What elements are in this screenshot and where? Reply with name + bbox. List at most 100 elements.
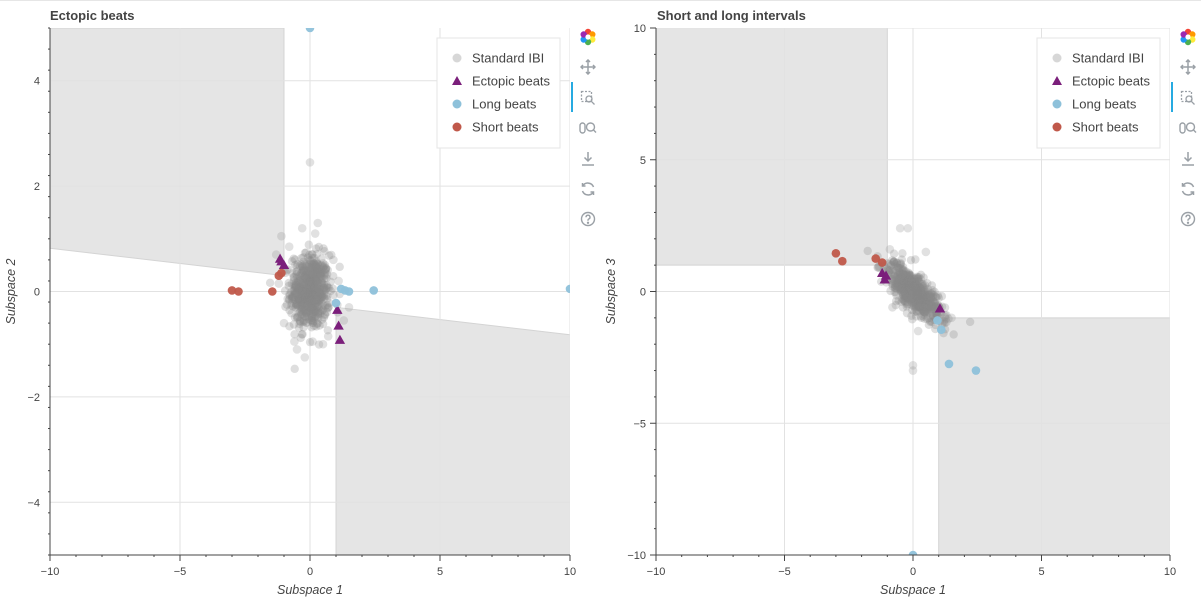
data-point-long-beats[interactable] (369, 286, 379, 295)
data-point-standard-ibi[interactable] (300, 353, 310, 362)
data-point-long-beats[interactable] (971, 366, 981, 375)
chart-legend[interactable]: Standard IBI Ectopic beats Long beats Short… (436, 37, 561, 149)
data-point-standard-ibi[interactable] (308, 337, 317, 346)
data-point-ectopic-beat[interactable] (934, 303, 946, 313)
data-point-long-beats[interactable] (344, 287, 354, 296)
legend-item-standard-ibi[interactable]: Standard IBI (452, 51, 545, 66)
scatter-chart-intervals[interactable]: Short and long intervals −10 −5 0 5 10 −10 −5 0 5… (603, 0, 1201, 606)
data-point-standard-ibi[interactable] (885, 245, 895, 254)
data-point-standard-ibi (315, 286, 325, 295)
data-point-standard-ibi[interactable] (329, 255, 338, 265)
data-point-standard-ibi[interactable] (323, 331, 333, 341)
legend-item-long-beats[interactable]: Long beats (452, 97, 537, 112)
data-point-standard-ibi (317, 288, 326, 297)
data-point-standard-ibi (290, 286, 299, 295)
help-icon[interactable] (577, 208, 599, 230)
data-point-short-beats[interactable] (227, 286, 237, 295)
data-point-standard-ibi (911, 297, 920, 307)
data-point-standard-ibi[interactable] (888, 303, 897, 312)
data-point-standard-ibi[interactable] (305, 158, 315, 167)
data-point-long-beats[interactable] (336, 284, 346, 294)
data-point-standard-ibi (296, 302, 305, 311)
data-point-standard-ibi[interactable] (279, 318, 289, 328)
data-point-standard-ibi (296, 307, 305, 317)
data-point-standard-ibi[interactable] (942, 310, 951, 320)
data-point-standard-ibi (311, 244, 321, 253)
data-point-standard-ibi (896, 284, 906, 293)
data-point-long-beats[interactable] (933, 316, 942, 325)
data-point-standard-ibi[interactable] (903, 223, 913, 233)
data-point-standard-ibi (309, 321, 319, 331)
save-download-icon[interactable] (577, 148, 599, 170)
data-point-standard-ibi (915, 296, 925, 306)
data-point-standard-ibi[interactable] (284, 242, 294, 252)
data-point-standard-ibi (909, 297, 919, 307)
legend-item-ectopic-beats[interactable]: Ectopic beats (452, 74, 551, 89)
data-point-standard-ibi (898, 288, 907, 297)
legend-item-short-beats[interactable]: Short beats (452, 120, 539, 135)
data-point-standard-ibi[interactable] (292, 345, 302, 354)
data-point-standard-ibi[interactable] (297, 223, 307, 233)
data-point-standard-ibi (926, 294, 936, 303)
legend-item-ectopic-beats[interactable]: Ectopic beats (1052, 74, 1151, 89)
data-point-ectopic-beat[interactable] (332, 304, 343, 314)
help-icon[interactable] (1177, 208, 1199, 230)
wheel-zoom-icon[interactable] (1177, 117, 1199, 139)
data-point-standard-ibi (932, 293, 941, 302)
data-point-short-beats[interactable] (831, 248, 841, 258)
data-point-short-beats[interactable] (277, 268, 286, 278)
data-point-long-beats[interactable] (305, 24, 315, 33)
data-point-standard-ibi (904, 292, 913, 301)
data-point-standard-ibi[interactable] (908, 360, 918, 370)
legend-item-short-beats[interactable]: Short beats (1052, 120, 1139, 135)
data-point-ectopic-beat[interactable] (334, 334, 346, 344)
legend-item-standard-ibi[interactable]: Standard IBI (1052, 51, 1145, 66)
data-point-standard-ibi (324, 303, 333, 312)
data-point-long-beats[interactable] (936, 325, 946, 335)
data-point-short-beats[interactable] (871, 254, 881, 263)
data-point-long-beats[interactable] (565, 284, 575, 294)
data-point-standard-ibi[interactable] (921, 247, 931, 257)
data-point-long-beats[interactable] (331, 298, 341, 308)
box-zoom-icon[interactable] (577, 87, 599, 109)
data-point-standard-ibi[interactable] (339, 316, 349, 325)
data-point-long-beats[interactable] (908, 550, 918, 560)
data-point-standard-ibi[interactable] (334, 276, 343, 286)
data-point-standard-ibi[interactable] (913, 326, 923, 336)
data-point-standard-ibi (320, 260, 330, 270)
scatter-chart-ectopic[interactable]: Ectopic beats −10 −5 0 5 10 −4 −2 0 2 4 Subspace 1 S… (0, 0, 600, 606)
data-point-standard-ibi[interactable] (908, 366, 918, 375)
wheel-zoom-icon[interactable] (577, 117, 599, 139)
pan-move-icon[interactable] (577, 56, 599, 78)
data-point-standard-ibi (311, 295, 321, 304)
data-point-standard-ibi (921, 290, 931, 300)
chart-legend[interactable]: Standard IBI Ectopic beats Long beats Short… (1036, 37, 1161, 149)
reset-icon[interactable] (577, 178, 599, 200)
save-download-icon[interactable] (1177, 148, 1199, 170)
pan-move-icon[interactable] (1177, 56, 1199, 78)
data-point-ectopic-beat[interactable] (276, 256, 287, 266)
data-point-standard-ibi (901, 270, 910, 280)
data-point-short-beats[interactable] (838, 256, 847, 266)
data-point-standard-ibi[interactable] (895, 223, 905, 233)
data-point-standard-ibi[interactable] (344, 303, 354, 312)
data-point-standard-ibi (917, 298, 927, 308)
data-point-standard-ibi[interactable] (310, 229, 320, 238)
data-point-standard-ibi[interactable] (318, 339, 328, 349)
reset-icon[interactable] (1177, 178, 1199, 200)
data-point-short-beats[interactable] (268, 287, 277, 296)
data-point-standard-ibi (304, 287, 313, 296)
data-point-ectopic-beat[interactable] (879, 274, 890, 284)
data-point-ectopic-beat[interactable] (333, 320, 344, 330)
data-point-short-beats[interactable] (234, 287, 243, 296)
data-point-short-beats[interactable] (877, 258, 887, 267)
data-point-standard-ibi[interactable] (277, 231, 286, 241)
data-point-long-beats[interactable] (944, 359, 954, 369)
data-point-standard-ibi (292, 267, 301, 276)
box-zoom-icon[interactable] (1177, 87, 1199, 109)
data-point-standard-ibi[interactable] (274, 279, 284, 288)
data-point-standard-ibi[interactable] (290, 337, 299, 346)
data-point-standard-ibi[interactable] (313, 218, 323, 228)
data-point-standard-ibi[interactable] (947, 313, 956, 323)
legend-item-long-beats[interactable]: Long beats (1052, 97, 1137, 112)
